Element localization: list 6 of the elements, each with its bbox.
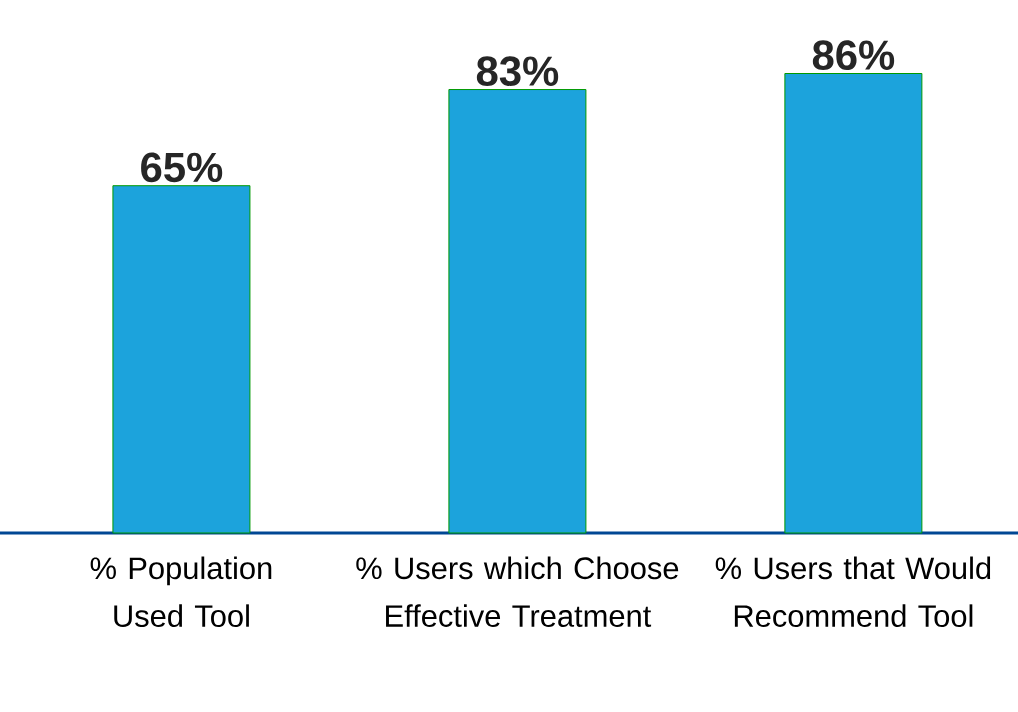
- data-label: 83%: [476, 56, 559, 87]
- x-tick-label: % Users that Would Recommend Tool: [715, 556, 991, 628]
- data-label: 86%: [812, 40, 895, 70]
- x-tick-label: % Population Used Tool: [90, 556, 272, 628]
- data-label: 65%: [141, 152, 223, 183]
- x-tick-label: % Users which Choose Effective Treatment: [356, 556, 679, 628]
